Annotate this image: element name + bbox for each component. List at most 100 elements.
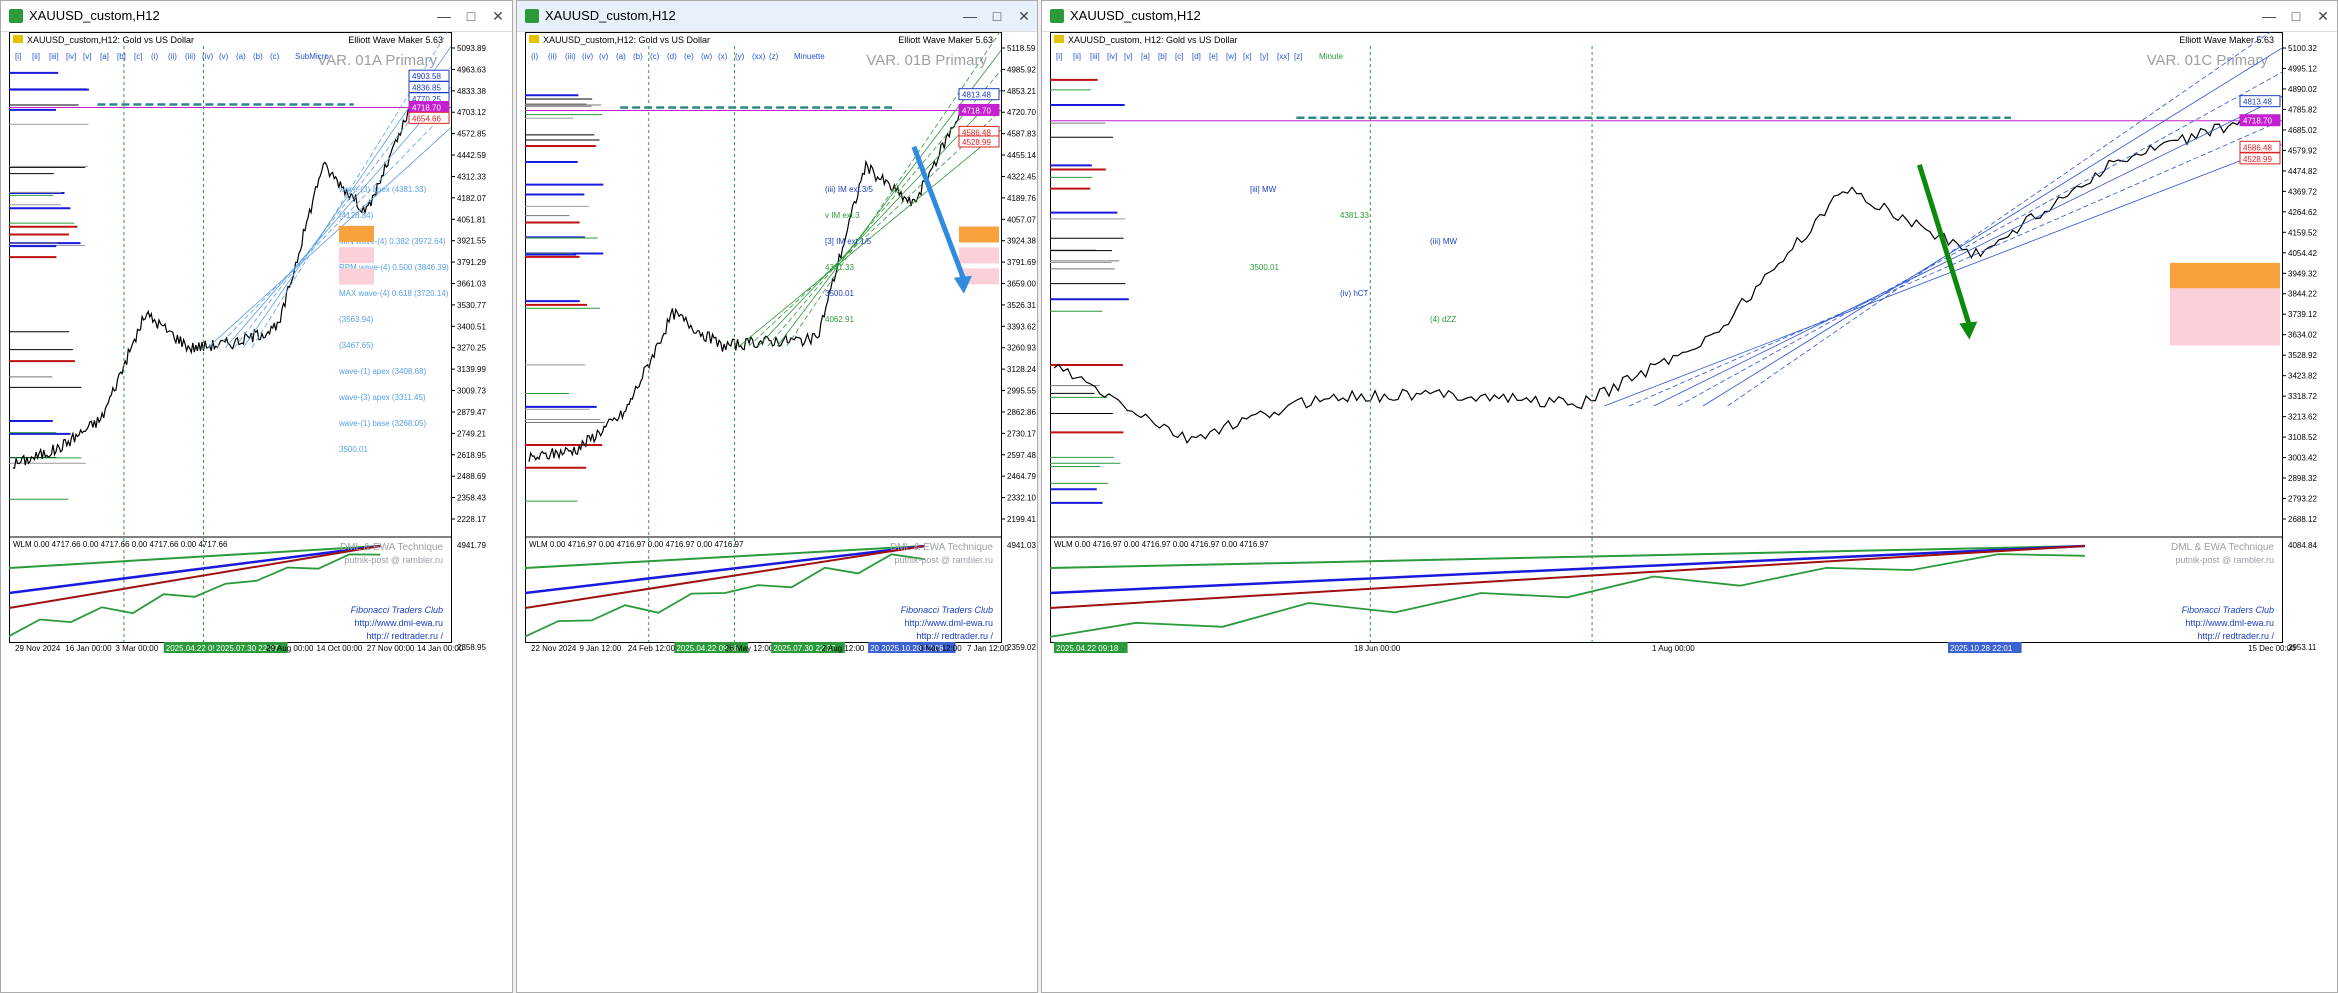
watermark-email: putnik-post @ rambler.ru xyxy=(894,555,993,565)
channel-line xyxy=(1727,32,2272,407)
price-scale-label: 3634.02 xyxy=(2288,331,2317,340)
price-scale-label: 3213.62 xyxy=(2288,413,2317,422)
time-stamp-box xyxy=(771,642,845,653)
time-axis-label: 29 Aug 00:00 xyxy=(266,644,314,653)
degree-button: (b) xyxy=(633,52,643,61)
price-scale-label: 2879.47 xyxy=(457,408,486,417)
price-label: 4836.85 xyxy=(412,84,441,93)
close-icon[interactable]: ✕ xyxy=(2317,8,2329,24)
degree-button: (x) xyxy=(718,52,728,61)
time-axis-label: 2 Aug 12:00 xyxy=(822,644,865,653)
chart-window-3[interactable]: XAUUSD_custom,H12 — □ ✕ 5100.32 4995.12 48… xyxy=(1041,0,2338,993)
time-axis-label: 2025.07.30 22:37 xyxy=(216,644,279,653)
price-scale-label: 2618.95 xyxy=(457,451,486,460)
price-label: 4813.48 xyxy=(962,91,991,100)
price-label-box xyxy=(2239,140,2281,153)
degree-button: [c] xyxy=(1175,52,1183,61)
price-scale-label: 4312.33 xyxy=(457,172,486,181)
price-label-box xyxy=(408,111,450,124)
degree-button: (v) xyxy=(599,52,609,61)
chart-window-1[interactable]: XAUUSD_custom,H12 — □ ✕ 5093.89 4963.63 48… xyxy=(0,0,513,993)
price-scale-label: 2597.48 xyxy=(1007,451,1036,460)
watermark-url: http:// redtrader.ru / xyxy=(916,631,993,641)
degree-button: [ii] xyxy=(32,52,40,61)
price-scale-label: 4587.83 xyxy=(1007,130,1036,139)
price-scale-label: 3128.24 xyxy=(1007,365,1036,374)
price-label-box xyxy=(958,103,1000,116)
price-scale-label: 4963.63 xyxy=(457,65,486,74)
watermark-club: Fibonacci Traders Club xyxy=(351,605,443,615)
price-label: 4528.99 xyxy=(2243,155,2272,164)
degree-button: [b] xyxy=(117,52,126,61)
maximize-icon[interactable]: □ xyxy=(992,8,1002,24)
maximize-icon[interactable]: □ xyxy=(2291,8,2301,24)
close-icon[interactable]: ✕ xyxy=(1018,8,1030,24)
price-scale-label: 3844.22 xyxy=(2288,290,2317,299)
wave-annotation: MAX wave-(4) 0.618 (3720.14) xyxy=(339,289,449,298)
time-stamp-box xyxy=(163,642,238,653)
wave-annotation: (3467.65) xyxy=(339,341,374,350)
minimize-icon[interactable]: — xyxy=(437,8,451,24)
time-stamp-box xyxy=(868,642,956,653)
price-scale-label: 4785.82 xyxy=(2288,105,2317,114)
degree-button: (i) xyxy=(531,52,538,61)
price-chart[interactable]: 5100.32 4995.12 4890.02 4785.82 4685.02 4579.… xyxy=(1050,32,2333,992)
price-scale-label: 3260.93 xyxy=(1007,344,1036,353)
degree-button: [iv] xyxy=(66,52,76,61)
price-label: 4770.25 xyxy=(412,95,441,104)
minimize-icon[interactable]: — xyxy=(2262,8,2276,24)
price-scale-label: 3924.38 xyxy=(1007,237,1036,246)
degree-button: (ii) xyxy=(168,52,177,61)
price-label: 4903.58 xyxy=(412,72,441,81)
price-scale-label: 3739.12 xyxy=(2288,310,2317,319)
window-titlebar[interactable]: XAUUSD_custom,H12 — □ ✕ xyxy=(1,1,512,32)
degree-button: [v] xyxy=(83,52,91,61)
time-axis-label: 2025.04.22 09:18 xyxy=(1056,644,1119,653)
degree-button: (iv) xyxy=(202,52,213,61)
degree-name: Minute xyxy=(1319,52,1344,61)
price-scale-label: 4890.02 xyxy=(2288,85,2317,94)
maximize-icon[interactable]: □ xyxy=(466,8,476,24)
window-titlebar[interactable]: XAUUSD_custom,H12 — □ ✕ xyxy=(1042,1,2337,32)
price-scale-label: 3949.32 xyxy=(2288,269,2317,278)
price-chart[interactable]: 5118.59 4985.92 4853.21 4720.70 4587.83 4455.… xyxy=(525,32,1036,992)
watermark-title: DML & EWA Technique xyxy=(340,542,443,553)
price-scale-label: 2898.32 xyxy=(2288,474,2317,483)
channel-line xyxy=(748,109,1002,347)
degree-button: [c] xyxy=(134,52,142,61)
degree-button: (i) xyxy=(151,52,158,61)
time-axis-label: 0 Nov 12:00 xyxy=(919,644,963,653)
watermark-url: http:// redtrader.ru / xyxy=(366,631,443,641)
degree-button: (c) xyxy=(650,52,660,61)
watermark-club: Fibonacci Traders Club xyxy=(2182,605,2274,615)
degree-button: (iii) xyxy=(185,52,196,61)
price-scale-label: 3270.25 xyxy=(457,344,486,353)
price-scale-label: 2488.69 xyxy=(457,472,486,481)
symbol-icon xyxy=(13,35,23,43)
time-axis-label: 27 Nov 00:00 xyxy=(367,644,415,653)
indicator-line-green xyxy=(9,545,381,569)
degree-button: [a] xyxy=(1141,52,1150,61)
degree-button: [i] xyxy=(1056,52,1062,61)
chart-window-2[interactable]: XAUUSD_custom,H12 — □ ✕ 5118.59 4985.92 48… xyxy=(516,0,1038,993)
price-series-line xyxy=(1053,117,2243,444)
wave-annotation: 3500.01 xyxy=(1250,263,1279,272)
price-scale-label: 4685.02 xyxy=(2288,126,2317,135)
minimize-icon[interactable]: — xyxy=(963,8,977,24)
chart-plot-area xyxy=(9,32,452,643)
degree-button: (e) xyxy=(684,52,694,61)
close-icon[interactable]: ✕ xyxy=(492,8,504,24)
indicator-line-red xyxy=(1050,545,2085,609)
forecast-arrow xyxy=(1916,163,1972,327)
indicator-line-blue xyxy=(525,544,925,595)
price-scale-label: 4264.62 xyxy=(2288,208,2317,217)
degree-button: (v) xyxy=(219,52,229,61)
window-title: XAUUSD_custom,H12 xyxy=(1070,8,1201,23)
price-label: 4586.48 xyxy=(962,128,991,137)
price-chart[interactable]: 5093.89 4963.63 4833.38 4703.12 4572.85 4442.… xyxy=(9,32,512,992)
price-label: 4528.99 xyxy=(962,138,991,147)
indicator-scale-label: 2359.02 xyxy=(1007,643,1036,652)
window-titlebar[interactable]: XAUUSD_custom,H12 — □ ✕ xyxy=(517,1,1037,32)
wave-annotation: v IM ext.3 xyxy=(825,211,860,220)
price-scale-label: 2332.10 xyxy=(1007,494,1036,503)
